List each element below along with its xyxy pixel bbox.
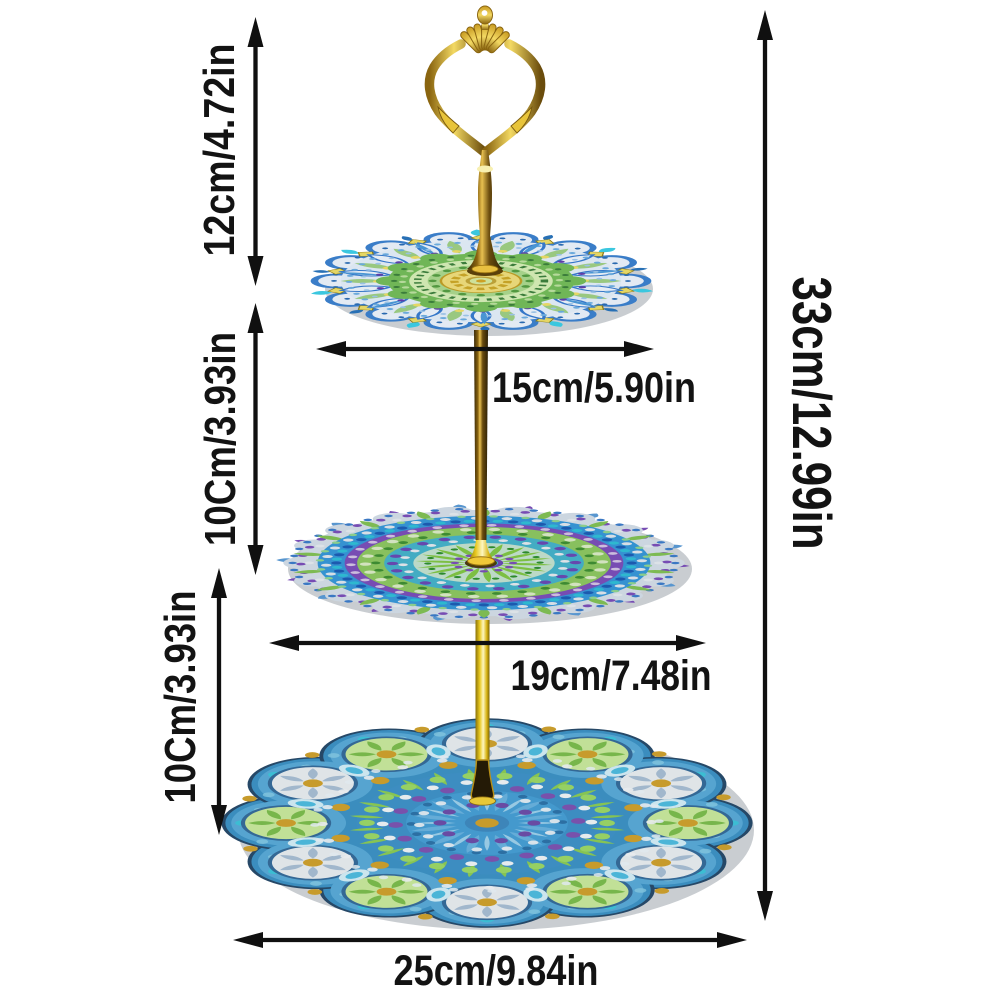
- svg-text:12cm/4.72in: 12cm/4.72in: [195, 44, 244, 257]
- svg-text:19cm/7.48in: 19cm/7.48in: [511, 652, 712, 700]
- svg-text:10Cm/3.93in: 10Cm/3.93in: [156, 591, 205, 804]
- svg-text:15cm/5.90in: 15cm/5.90in: [492, 364, 696, 412]
- svg-text:25cm/9.84in: 25cm/9.84in: [394, 947, 599, 995]
- svg-text:10Cm/3.93in: 10Cm/3.93in: [196, 332, 245, 546]
- svg-text:33cm/12.99in: 33cm/12.99in: [781, 277, 843, 550]
